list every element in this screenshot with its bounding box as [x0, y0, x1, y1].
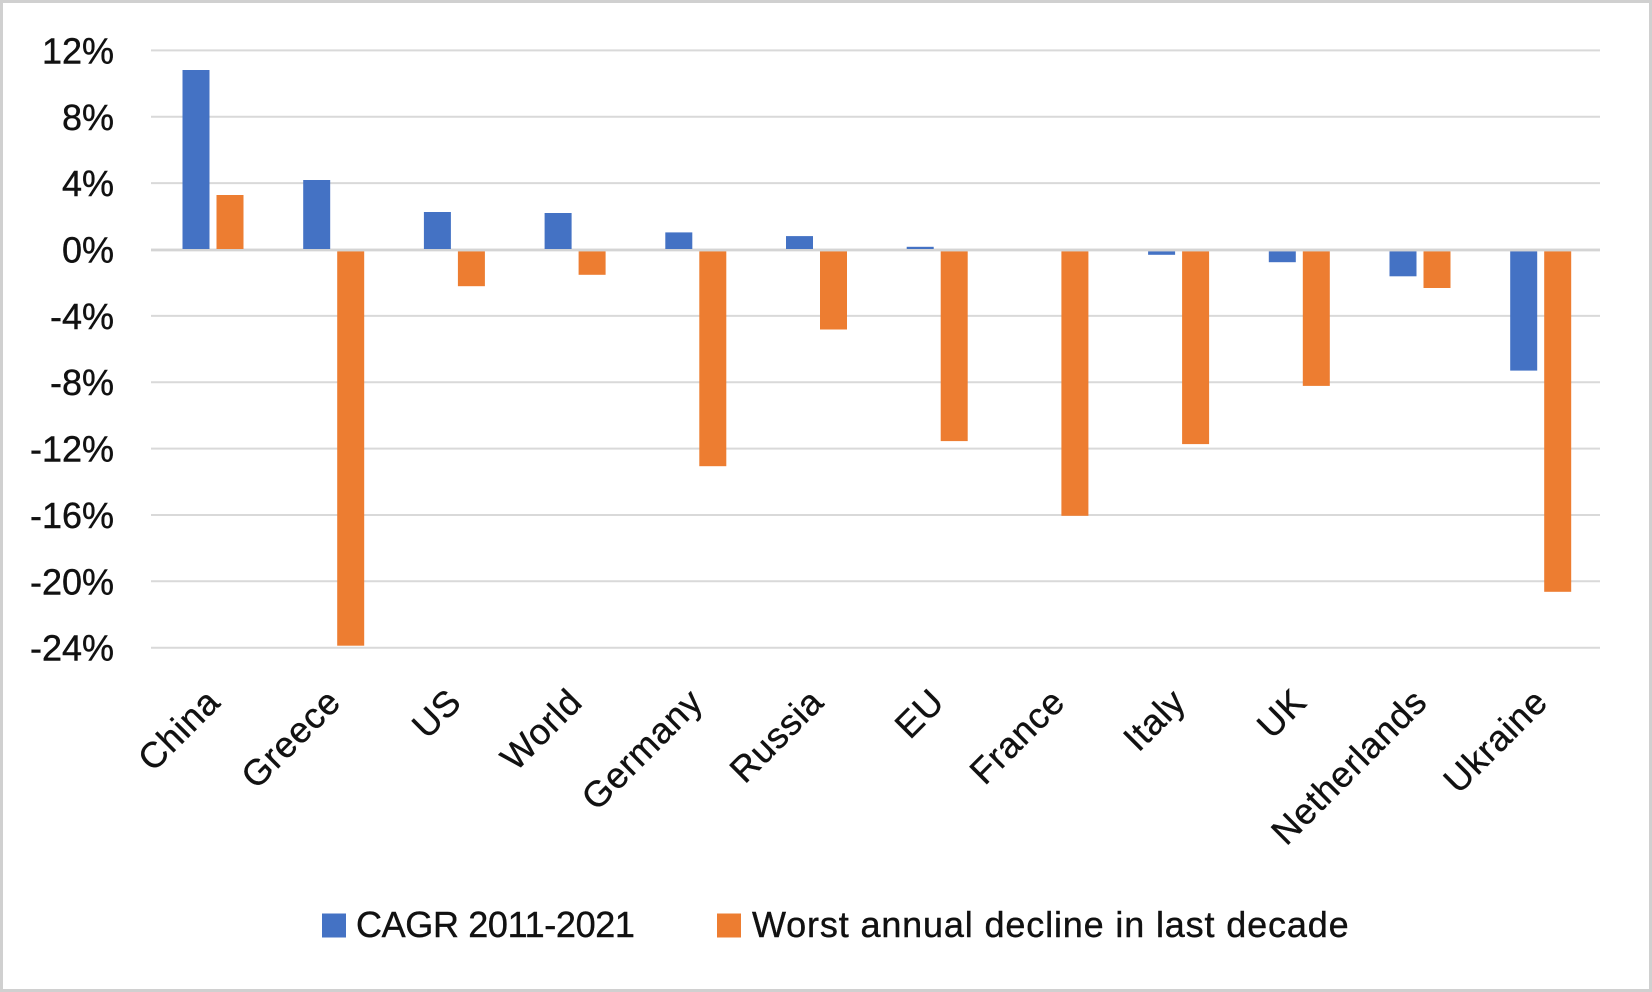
svg-text:CAGR 2011-2021: CAGR 2011-2021 — [356, 904, 635, 945]
svg-text:12%: 12% — [42, 30, 114, 71]
svg-text:0%: 0% — [62, 230, 114, 271]
svg-text:-4%: -4% — [50, 296, 114, 337]
svg-text:-24%: -24% — [30, 628, 114, 669]
svg-text:-12%: -12% — [30, 429, 114, 470]
svg-text:-8%: -8% — [50, 362, 114, 403]
svg-text:-16%: -16% — [30, 495, 114, 536]
svg-text:Worst annual decline in last d: Worst annual decline in last decade — [752, 904, 1349, 945]
svg-text:-20%: -20% — [30, 561, 114, 602]
svg-text:4%: 4% — [62, 163, 114, 204]
svg-text:8%: 8% — [62, 97, 114, 138]
